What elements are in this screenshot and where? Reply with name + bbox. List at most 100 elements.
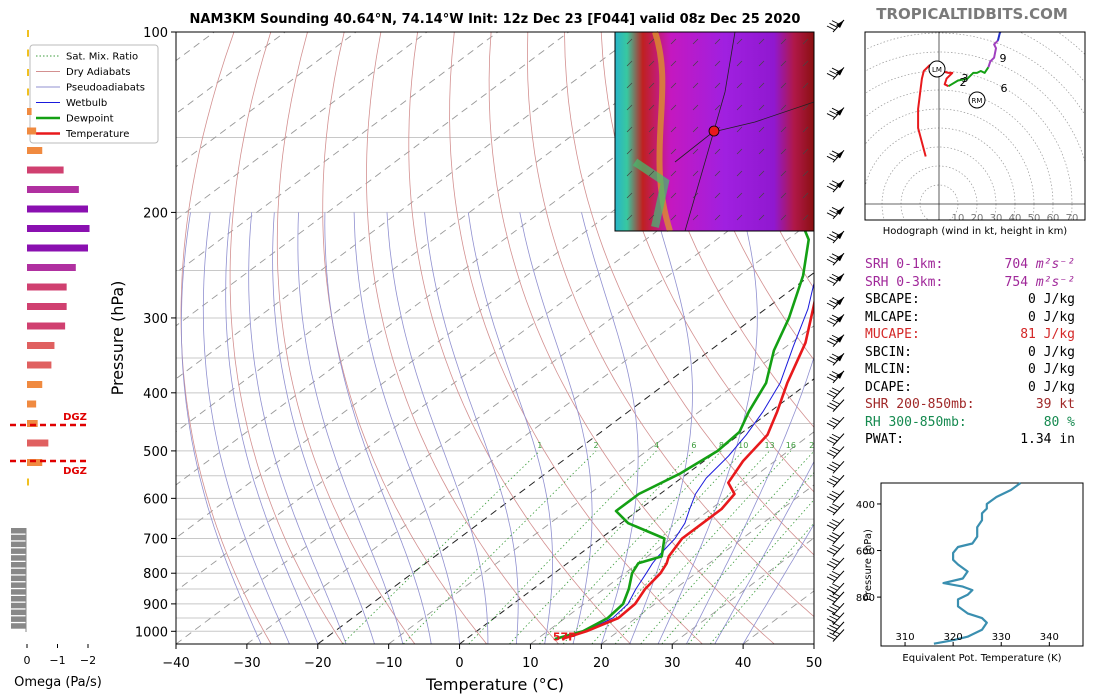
inset-barb [626, 60, 633, 67]
wind-barb-feather [831, 180, 841, 186]
stat-value: 80 % [1043, 414, 1075, 430]
inset-barb [670, 126, 677, 133]
stat-row: MLCIN: 0 J/kg [865, 362, 1075, 380]
wind-barb-feather [829, 534, 838, 540]
inset-barb [648, 82, 655, 89]
thetae-ylabel: Pressure (hPa) [863, 529, 874, 601]
wind-barb-feather [831, 503, 841, 509]
wind-barb-feather [831, 475, 841, 481]
isotherm-line [671, 537, 814, 644]
xtick-label: −10 [375, 656, 402, 671]
wind-barb-flag [836, 20, 844, 28]
dry-adiabat [366, 32, 559, 644]
dry-adiabat [180, 32, 272, 644]
surface-temp-label: 57F [553, 630, 576, 643]
ytick-label: 100 [143, 26, 168, 41]
wind-barb-feather [826, 635, 836, 640]
wind-barb-feather [829, 276, 838, 282]
thetae-xtick-label: 330 [992, 632, 1011, 643]
stat-value: 0 J/kg [1028, 292, 1075, 307]
wind-barb-feather [826, 597, 836, 603]
inset-barb [736, 170, 743, 177]
isotherm-line [176, 166, 814, 644]
thetae-xtick-label: 310 [896, 632, 915, 643]
inset-barb [626, 170, 633, 177]
wind-barb-feather [831, 558, 841, 563]
inset-band [632, 158, 670, 228]
mix-ratio-line [468, 450, 657, 644]
wind-barb-feather [829, 436, 838, 442]
wind-barb-feather [826, 496, 836, 502]
inset-barb [802, 170, 809, 177]
stat-label: MUCAPE: [865, 327, 920, 342]
wind-barb-feather [829, 153, 838, 159]
figure-title: NAM3KM Sounding 40.64°N, 74.14°W Init: 1… [190, 12, 801, 27]
wind-barb-feather [831, 532, 841, 537]
inset-barb [714, 38, 721, 45]
stat-unit: m²s⁻² [1035, 274, 1075, 290]
inset-barb [758, 148, 765, 155]
radar-inset-map [614, 31, 815, 232]
wetbulb-profile [556, 281, 814, 640]
thetae-ytick-label: 800 [856, 593, 875, 604]
hodo-caption: Hodograph (wind in kt, height in km) [883, 226, 1068, 237]
dgz-label: DGZ [63, 412, 87, 423]
pseudoadiabat [324, 212, 432, 644]
thetae-ytick-label: 400 [856, 500, 875, 511]
mix-ratio-label: 16 [786, 441, 796, 450]
xtick-label: 30 [664, 656, 681, 671]
wind-barb-feather [831, 583, 841, 589]
wind-barb-feather [826, 452, 836, 457]
wind-barb-feather [829, 493, 838, 499]
ytick-label: 300 [143, 312, 168, 327]
stat-label: MLCIN: [865, 362, 912, 377]
thetae-xtick-label: 320 [944, 632, 963, 643]
inset-barb [758, 192, 765, 199]
omega-bar [27, 342, 55, 349]
omega-bar [27, 439, 49, 447]
wind-barb-feather [829, 449, 838, 455]
pseudoadiabat [202, 212, 290, 644]
hodo-ring-label: 10 [952, 213, 965, 224]
omega-bar-lower [11, 589, 26, 595]
inset-barb [714, 104, 721, 111]
isotherm-line [246, 219, 814, 644]
hodo-ring-label: 70 [1066, 213, 1079, 224]
inset-barb [780, 192, 787, 199]
wind-barb-feather [826, 185, 836, 191]
inset-barb [758, 214, 765, 221]
wind-barb-flag [836, 314, 844, 323]
mix-ratio-label: 13 [764, 441, 774, 450]
thetae-ytick-label: 600 [856, 547, 875, 558]
inset-barb [802, 38, 809, 45]
omega-bar-lower [11, 541, 26, 548]
wind-barb-feather [831, 544, 841, 550]
wind-barb-feather [831, 20, 841, 26]
inset-barb [648, 126, 655, 133]
inset-barb [648, 148, 655, 155]
inset-barb [714, 82, 721, 89]
omega-bar [27, 30, 29, 37]
wind-barb-feather [829, 356, 838, 362]
inset-barb [714, 148, 721, 155]
wind-barb-feather [826, 113, 836, 118]
legend-entry: Temperature [65, 129, 129, 140]
temperature-profile [561, 298, 814, 641]
ytick-label: 700 [143, 532, 168, 547]
wind-barb-feather [831, 207, 841, 212]
stat-label: SBCIN: [865, 344, 912, 360]
inset-barb [714, 170, 721, 177]
wind-barb-feather [831, 417, 841, 423]
mix-ratio-label: 30 [853, 441, 863, 450]
wind-barb-feather [831, 297, 841, 303]
mix-ratio-line [402, 450, 597, 644]
wind-barb-feather [826, 563, 836, 569]
dry-adiabat [600, 32, 814, 493]
stat-row: SRH 0-1km: 704 m²s⁻² [865, 257, 1075, 275]
pseudoadiabat [467, 212, 553, 644]
inset-barb [780, 38, 787, 45]
hodo-background [865, 32, 1085, 220]
wind-barb-feather [829, 560, 838, 566]
